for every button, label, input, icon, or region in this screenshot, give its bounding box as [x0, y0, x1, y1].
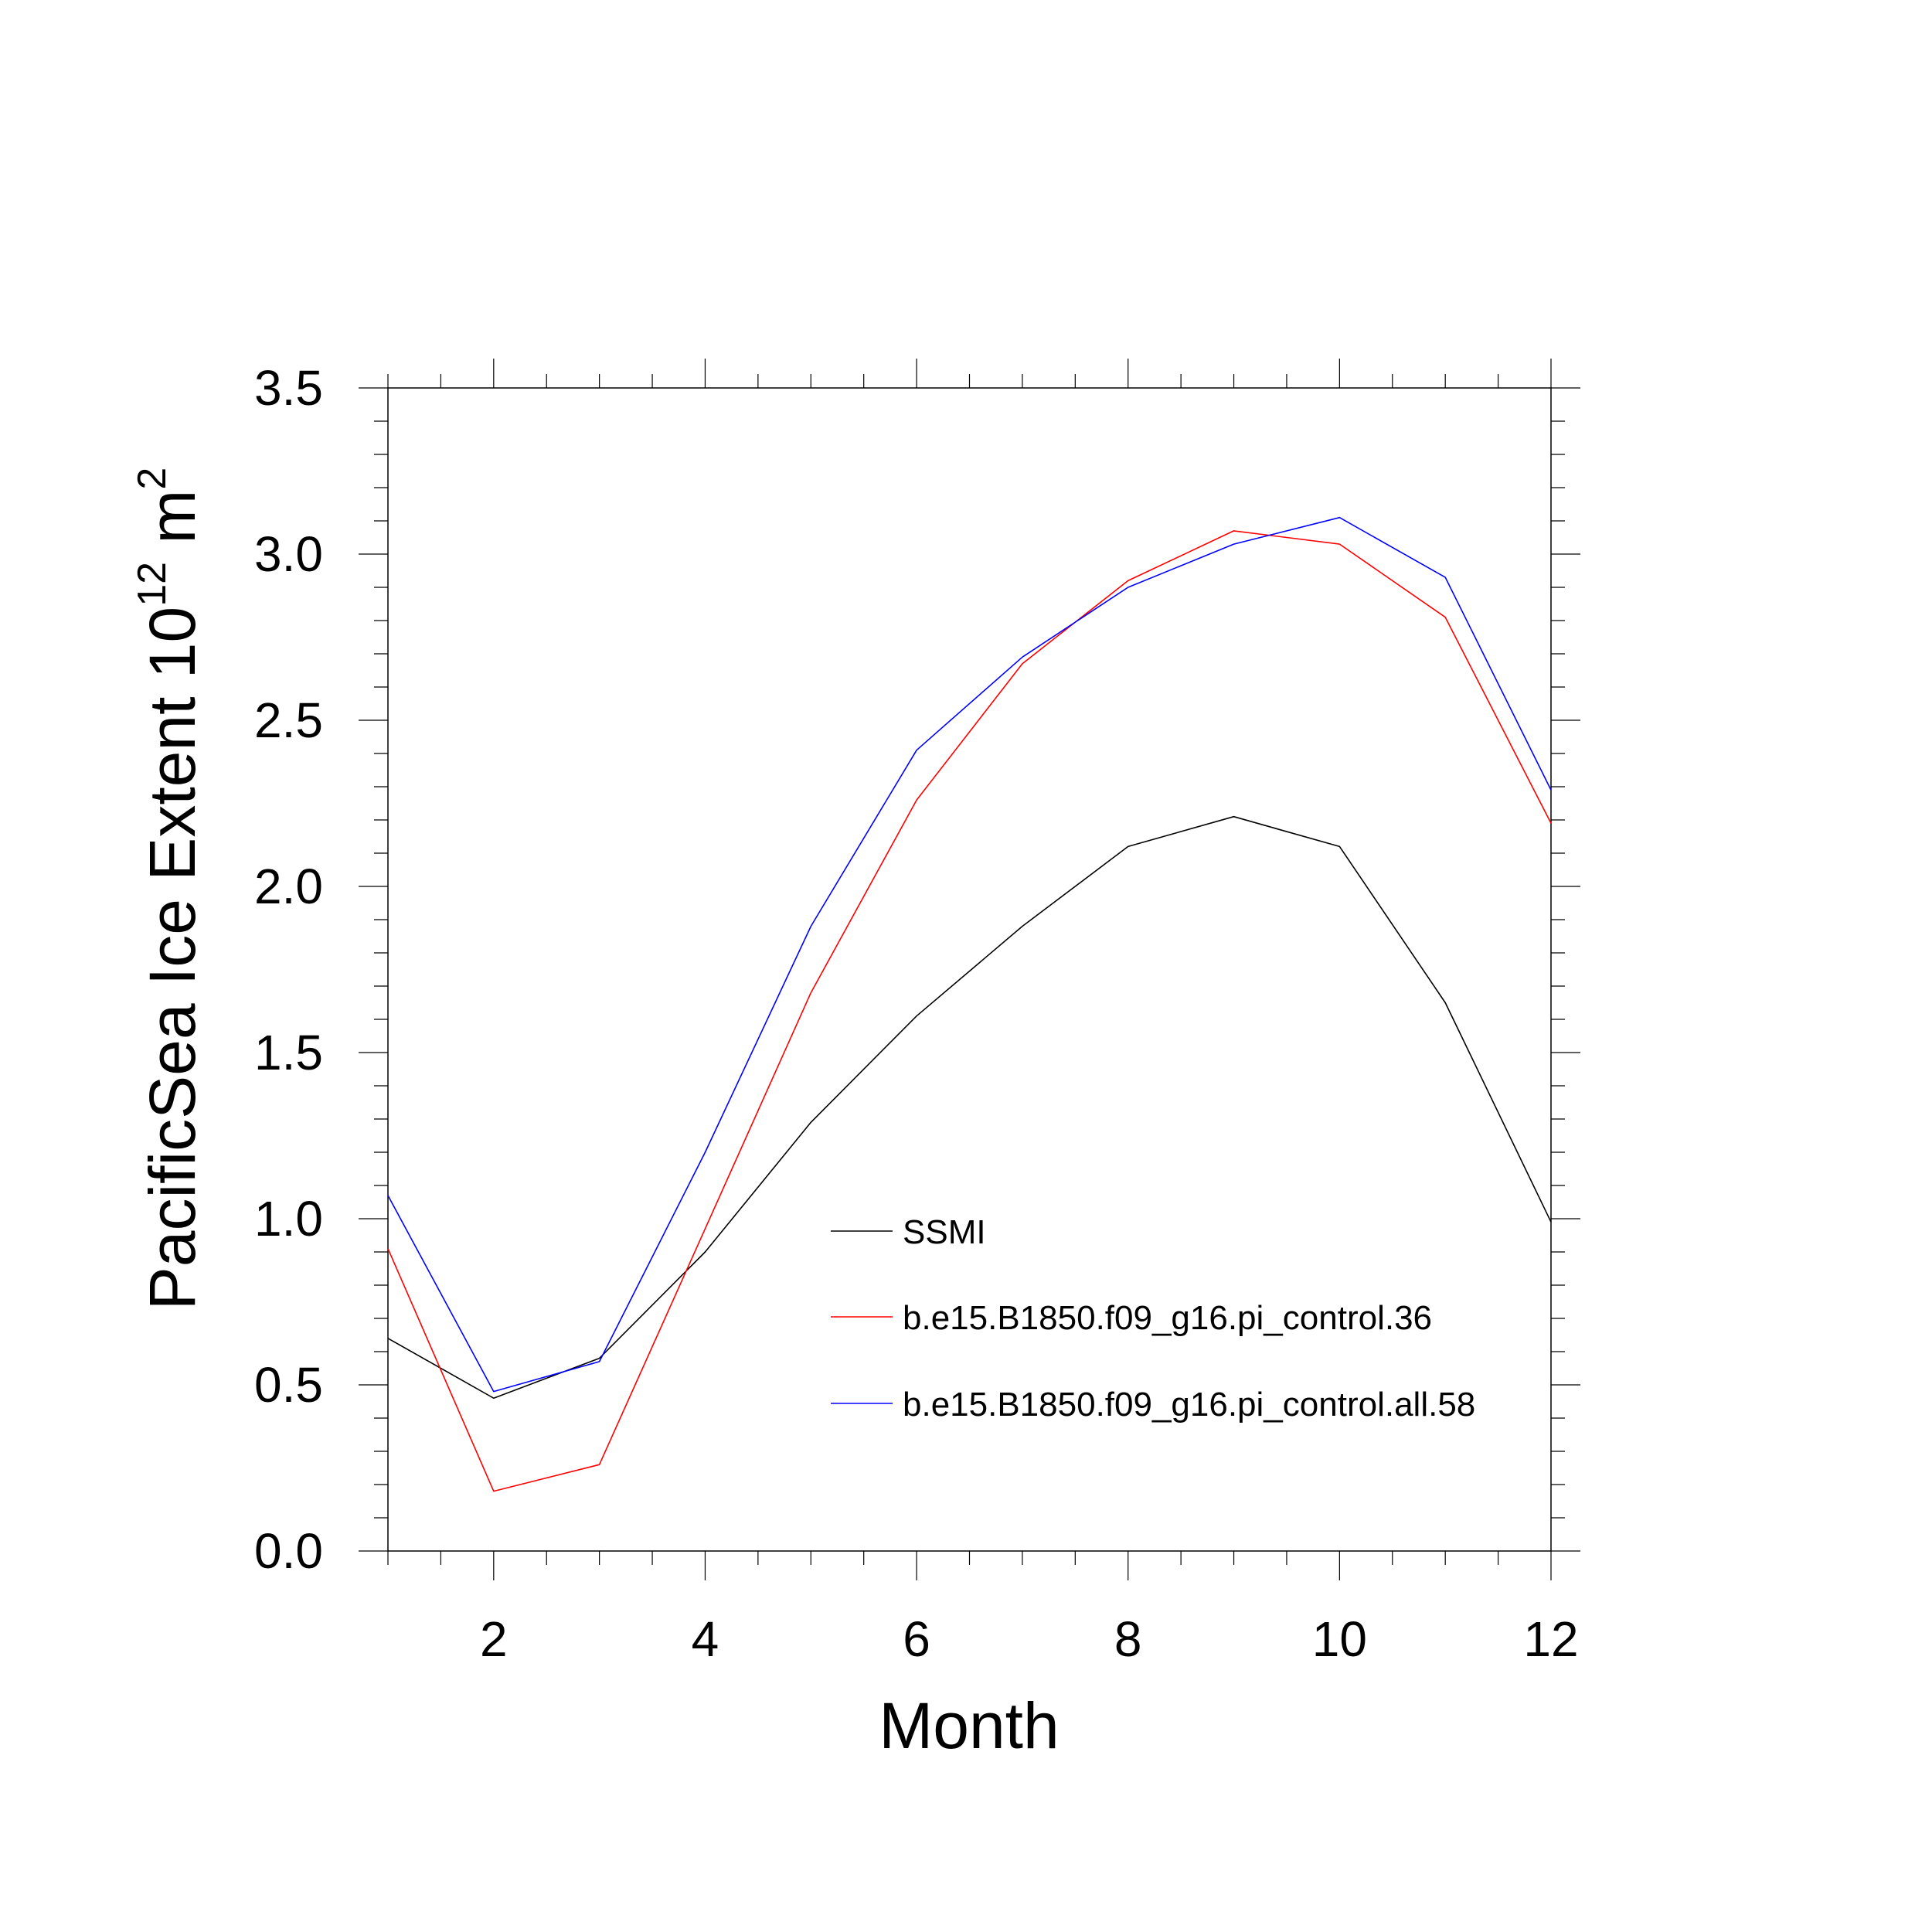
y-axis-title-unit-exponent: 2: [130, 468, 175, 490]
legend-item-pi-control-all-58: b.e15.B1850.f09_g16.pi_control.all.58: [831, 1386, 1475, 1423]
axis-ticks: [359, 359, 1580, 1580]
y-tick-label: 0.0: [254, 1523, 323, 1579]
x-tick-label: 4: [692, 1611, 719, 1667]
x-tick-label: 10: [1312, 1611, 1367, 1667]
series-line-2: [387, 516, 1552, 1393]
y-tick-labels: 0.0 0.5 1.0 1.5 2.0 2.5 3.0 3.5: [254, 360, 323, 1579]
y-tick-label: 1.5: [254, 1025, 323, 1080]
y-axis-title-unit: m: [136, 490, 209, 562]
x-tick-label: 12: [1523, 1611, 1578, 1667]
legend-label-pi-control-36: b.e15.B1850.f09_g16.pi_control.36: [903, 1299, 1432, 1337]
y-tick-label: 2.0: [254, 859, 323, 914]
legend-item-ssmi: SSMI: [831, 1213, 986, 1251]
legend-label-ssmi: SSMI: [903, 1213, 986, 1251]
x-tick-label: 8: [1114, 1611, 1142, 1667]
y-tick-label: 3.0: [254, 526, 323, 582]
y-axis-title-exponent: 12: [130, 562, 175, 607]
y-tick-label: 0.5: [254, 1357, 323, 1413]
x-tick-label: 6: [903, 1611, 930, 1667]
x-tick-label: 2: [480, 1611, 508, 1667]
y-axis-title-main: PacificSea Ice Extent 10: [136, 607, 209, 1311]
x-tick-labels: 2 4 6 8 10 12: [480, 1611, 1579, 1667]
series-line-0: [387, 815, 1552, 1399]
y-tick-label: 1.0: [254, 1191, 323, 1247]
y-tick-label: 2.5: [254, 692, 323, 748]
series-lines: [387, 516, 1552, 1492]
legend-label-pi-control-all-58: b.e15.B1850.f09_g16.pi_control.all.58: [903, 1386, 1475, 1423]
y-tick-label: 3.5: [254, 360, 323, 416]
series-line-1: [387, 530, 1552, 1492]
x-axis-title: Month: [879, 1689, 1059, 1762]
plot-frame: [387, 387, 1552, 1552]
legend: SSMI b.e15.B1850.f09_g16.pi_control.36 b…: [831, 1213, 1475, 1423]
legend-item-pi-control-36: b.e15.B1850.f09_g16.pi_control.36: [831, 1299, 1432, 1337]
y-axis-title: PacificSea Ice Extent 1012 m2: [130, 468, 209, 1311]
